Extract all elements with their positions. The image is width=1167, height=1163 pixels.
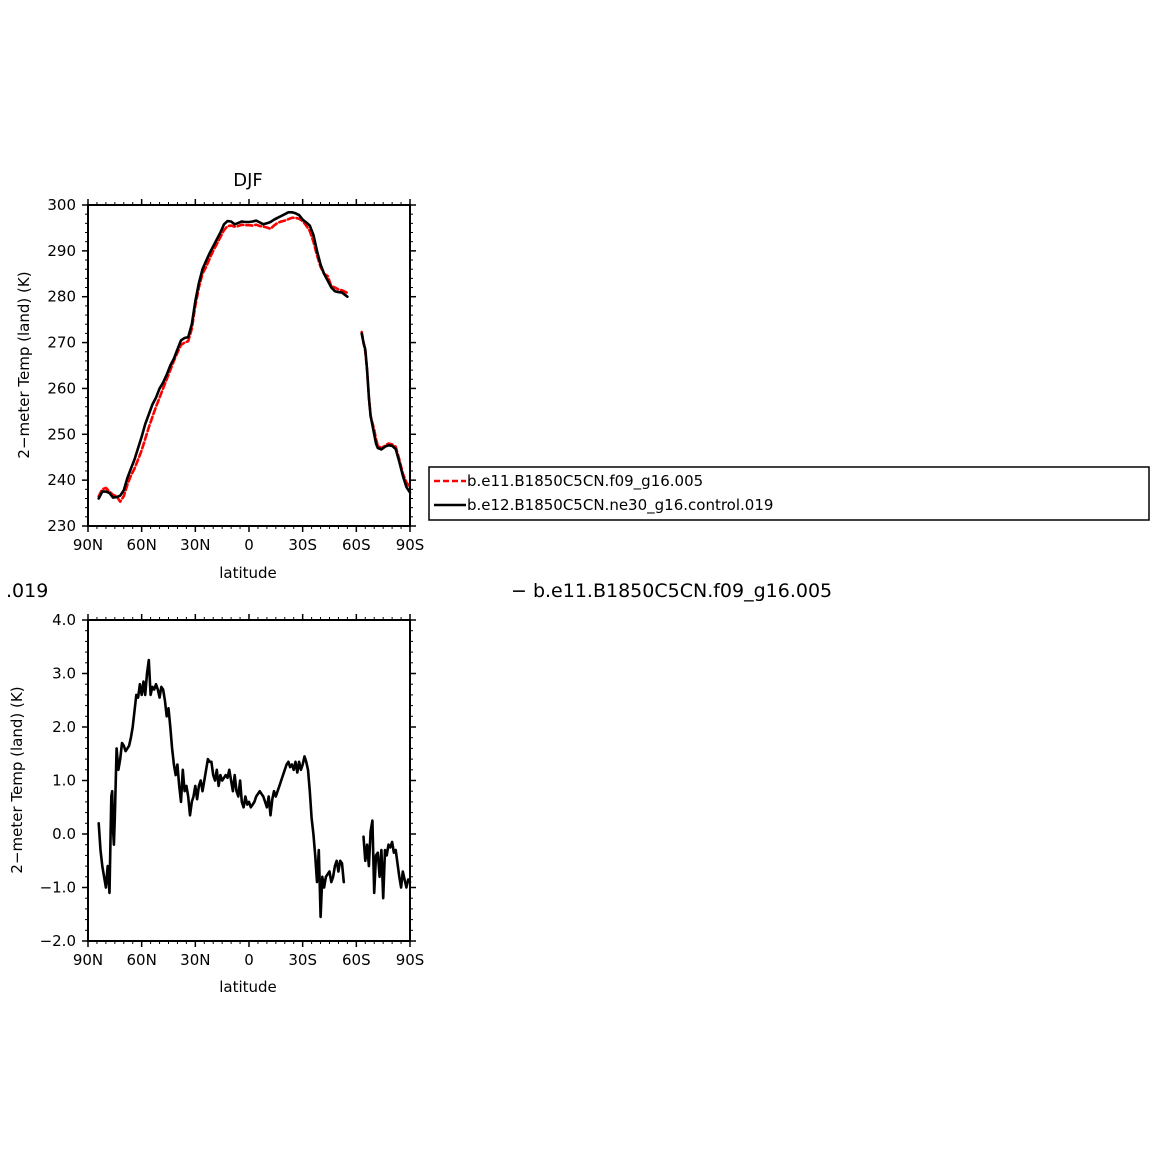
bottom-y-tick-label: −1.0	[40, 879, 76, 897]
bottom-y-axis-label: 2−meter Temp (land) (K)	[8, 686, 26, 873]
bottom-y-tick-label: 1.0	[52, 772, 76, 790]
bottom-x-tick-label: 0	[244, 951, 254, 969]
top-x-tick-label: 30N	[180, 536, 210, 554]
top-x-tick-label: 60N	[127, 536, 157, 554]
top-x-tick-label: 90S	[396, 536, 425, 554]
bottom-y-tick-label: 4.0	[52, 611, 76, 629]
top-chart-title: DJF	[233, 170, 263, 191]
top-x-axis-label: latitude	[219, 564, 277, 582]
bottom-axes: 90N 60N 30N 0 30S 60S 90S −2.0 −1.0 0.0 1.0 2.0 3.0 4…	[40, 611, 425, 969]
top-panel: DJF 90N 60N 30N 0 30S 60S 90S 230 240 250 260 270 28…	[15, 170, 424, 582]
top-y-tick-label: 260	[47, 379, 76, 397]
bottom-x-tick-label: 90S	[396, 951, 425, 969]
top-y-tick-label: 280	[47, 288, 76, 306]
top-y-tick-label: 250	[47, 425, 76, 443]
bottom-plot-frame	[87, 619, 411, 942]
bottom-y-tick-label: 0.0	[52, 825, 76, 843]
top-x-tick-label: 60S	[342, 536, 371, 554]
bottom-series-1-segment-1	[97, 658, 346, 919]
top-axes: 90N 60N 30N 0 30S 60S 90S 230 240 250 260 270 280 290…	[47, 196, 424, 554]
bottom-y-tick-label: 2.0	[52, 718, 76, 736]
top-x-tick-label: 0	[244, 536, 254, 554]
bottom-panel: 90N 60N 30N 0 30S 60S 90S −2.0 −1.0 0.0 1.0 2.0 3.0 4…	[8, 611, 424, 996]
top-y-tick-label: 290	[47, 242, 76, 260]
top-series-2-segment-1	[97, 211, 349, 500]
bottom-x-tick-label: 60S	[342, 951, 371, 969]
top-y-axis-label: 2−meter Temp (land) (K)	[15, 271, 33, 458]
clipped-title-left: .019	[6, 580, 48, 602]
top-series-2-segment-2	[360, 332, 412, 494]
legend-entry-1: b.e11.B1850C5CN.f09_g16.005	[467, 472, 703, 491]
legend-box	[428, 466, 1150, 521]
bottom-x-tick-label: 30N	[180, 951, 210, 969]
top-y-tick-label: 230	[47, 517, 76, 535]
bottom-series-1-segment-2	[362, 819, 412, 900]
bottom-x-tick-label: 60N	[127, 951, 157, 969]
top-y-tick-label: 300	[47, 196, 76, 214]
bottom-y-tick-label: −2.0	[40, 932, 76, 950]
bottom-x-tick-label: 30S	[288, 951, 317, 969]
top-plot-marks	[97, 211, 412, 503]
top-y-tick-label: 270	[47, 334, 76, 352]
legend: b.e11.B1850C5CN.f09_g16.005 b.e12.B1850C…	[428, 466, 1150, 521]
clipped-title-right: − b.e11.B1850C5CN.f09_g16.005	[511, 580, 832, 602]
legend-entry-2: b.e12.B1850C5CN.ne30_g16.control.019	[467, 496, 773, 515]
bottom-y-tick-label: 3.0	[52, 665, 76, 683]
bottom-plot-marks	[97, 658, 412, 919]
bottom-x-axis-label: latitude	[219, 978, 277, 996]
top-series-1-segment-1	[97, 216, 349, 503]
top-x-tick-label: 90N	[73, 536, 103, 554]
bottom-x-tick-label: 90N	[73, 951, 103, 969]
top-plot-frame	[87, 204, 411, 527]
top-y-tick-label: 240	[47, 471, 76, 489]
top-x-tick-label: 30S	[288, 536, 317, 554]
